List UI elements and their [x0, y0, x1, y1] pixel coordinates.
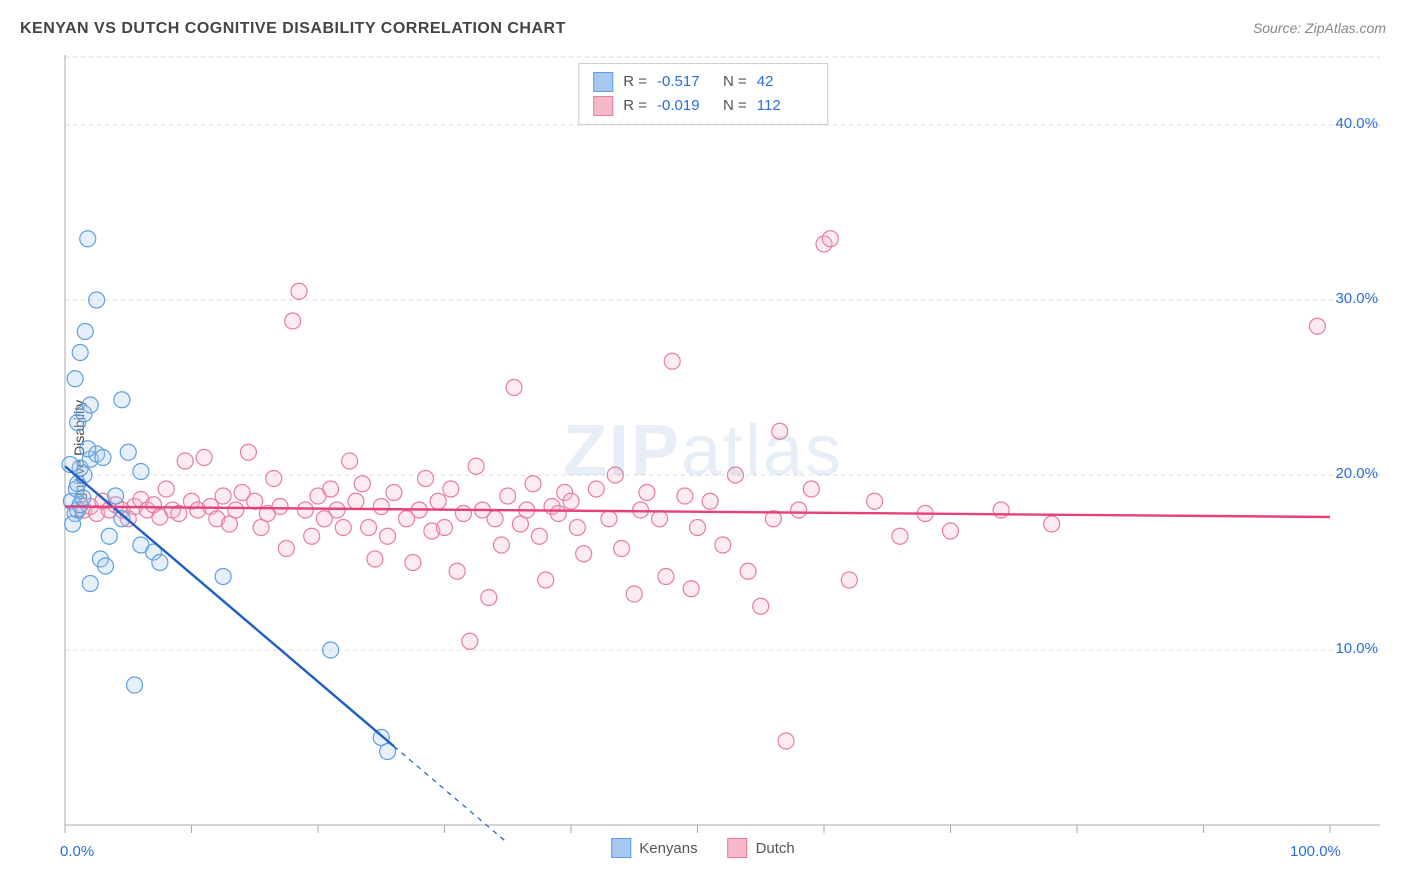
stats-r-label: R = — [623, 70, 647, 94]
legend-swatch-dutch — [728, 838, 748, 858]
chart-title: KENYAN VS DUTCH COGNITIVE DISABILITY COR… — [20, 20, 566, 37]
y-tick-label: 10.0% — [1335, 640, 1378, 657]
y-tick-label: 40.0% — [1335, 115, 1378, 132]
legend-label-kenyans: Kenyans — [639, 840, 697, 857]
stats-row-dutch: R = -0.019 N = 112 — [593, 94, 813, 118]
stats-row-kenyans: R = -0.517 N = 42 — [593, 70, 813, 94]
legend-item-dutch: Dutch — [728, 838, 795, 858]
stats-n-label-2: N = — [723, 94, 747, 118]
scatter-chart — [20, 55, 1386, 862]
stats-r-label-2: R = — [623, 94, 647, 118]
stats-n-value-dutch: 112 — [757, 94, 813, 118]
stats-r-value-dutch: -0.019 — [657, 94, 713, 118]
chart-header: KENYAN VS DUTCH COGNITIVE DISABILITY COR… — [20, 20, 1386, 50]
legend-item-kenyans: Kenyans — [611, 838, 697, 858]
stats-legend-box: R = -0.517 N = 42 R = -0.019 N = 112 — [578, 63, 828, 125]
x-tick-label: 100.0% — [1290, 843, 1341, 860]
x-tick-label: 0.0% — [60, 843, 94, 860]
chart-container: Cognitive Disability ZIPatlas R = -0.517… — [20, 55, 1386, 862]
legend-bottom: Kenyans Dutch — [611, 838, 795, 858]
stats-swatch-kenyans — [593, 72, 613, 92]
y-tick-label: 30.0% — [1335, 290, 1378, 307]
stats-r-value-kenyans: -0.517 — [657, 70, 713, 94]
stats-n-value-kenyans: 42 — [757, 70, 813, 94]
chart-source: Source: ZipAtlas.com — [1253, 20, 1386, 36]
legend-swatch-kenyans — [611, 838, 631, 858]
stats-n-label: N = — [723, 70, 747, 94]
legend-label-dutch: Dutch — [756, 840, 795, 857]
y-tick-label: 20.0% — [1335, 465, 1378, 482]
stats-swatch-dutch — [593, 96, 613, 116]
